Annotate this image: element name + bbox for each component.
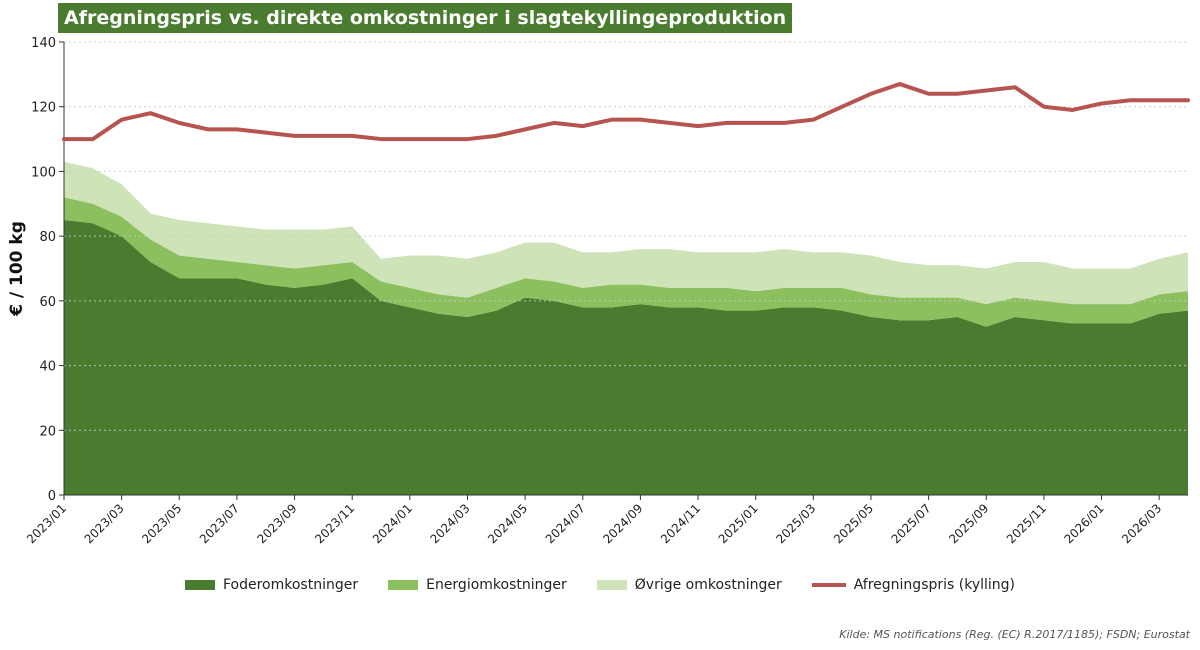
x-tick-label: 2024/05: [485, 501, 530, 546]
y-tick-label: 20: [39, 424, 56, 439]
legend: Foderomkostninger Energiomkostninger Øvr…: [0, 577, 1200, 593]
chart-area: 0 20 40 60 80 100 120 140 2023/01 2023/03 2023/05 2…: [7, 36, 1190, 546]
legend-item-price: Afregningspris (kylling): [811, 577, 1016, 593]
y-tick-label: 100: [31, 165, 56, 180]
x-tick-label: 2025/05: [831, 501, 876, 546]
x-tick-label: 2026/03: [1119, 501, 1164, 546]
area-feed: [64, 219, 1188, 495]
line-price: [62, 82, 1190, 142]
legend-label-energy: Energiomkostninger: [426, 577, 567, 593]
x-tick-label: 2024/09: [600, 501, 645, 546]
y-tick-label: 80: [39, 230, 56, 245]
x-tick-label: 2023/11: [312, 501, 357, 546]
y-axis-label: € / 100 kg: [7, 221, 27, 317]
legend-swatch-other: [596, 580, 627, 590]
x-tick-label: 2024/01: [370, 501, 415, 546]
area-other: [64, 161, 1188, 305]
legend-swatch-feed: [184, 580, 215, 590]
x-tick-label: 2024/03: [427, 501, 472, 546]
x-tick-label: 2024/11: [658, 501, 703, 546]
y-tick-label: 140: [31, 36, 56, 51]
legend-label-other: Øvrige omkostninger: [634, 577, 782, 593]
x-tick-label: 2025/07: [889, 501, 934, 546]
x-tick-label: 2025/01: [716, 501, 761, 546]
source-note: Kilde: MS notifications (Reg. (EC) R.201…: [839, 628, 1190, 641]
x-tick-label: 2024/07: [543, 501, 588, 546]
chart-title: Afregningspris vs. direkte omkostninger …: [64, 7, 787, 29]
legend-item-energy: Energiomkostninger: [388, 577, 567, 593]
legend-label-feed: Foderomkostninger: [222, 577, 359, 593]
y-tick-label: 120: [31, 101, 56, 116]
y-tick-label: 60: [39, 295, 56, 310]
legend-item-feed: Foderomkostninger: [184, 577, 359, 593]
y-tick-label: 40: [39, 360, 56, 375]
x-tick-label: 2025/09: [946, 501, 991, 546]
legend-swatch-price: [811, 583, 846, 587]
x-tick-label: 2023/07: [197, 501, 242, 546]
x-tick-label: 2023/01: [24, 501, 69, 546]
legend-item-other: Øvrige omkostninger: [596, 577, 782, 593]
legend-label-price: Afregningspris (kylling): [853, 577, 1016, 593]
x-tick-label: 2025/11: [1004, 501, 1049, 546]
legend-swatch-energy: [388, 580, 419, 590]
x-tick-label: 2023/09: [255, 501, 300, 546]
x-tick-label: 2026/01: [1062, 501, 1107, 546]
x-tick-label: 2025/03: [773, 501, 818, 546]
x-tick-label: 2023/05: [139, 501, 184, 546]
chart-title-box: Afregningspris vs. direkte omkostninger …: [58, 3, 793, 33]
x-tick-label: 2023/03: [82, 501, 127, 546]
y-tick-label: 0: [48, 489, 56, 504]
